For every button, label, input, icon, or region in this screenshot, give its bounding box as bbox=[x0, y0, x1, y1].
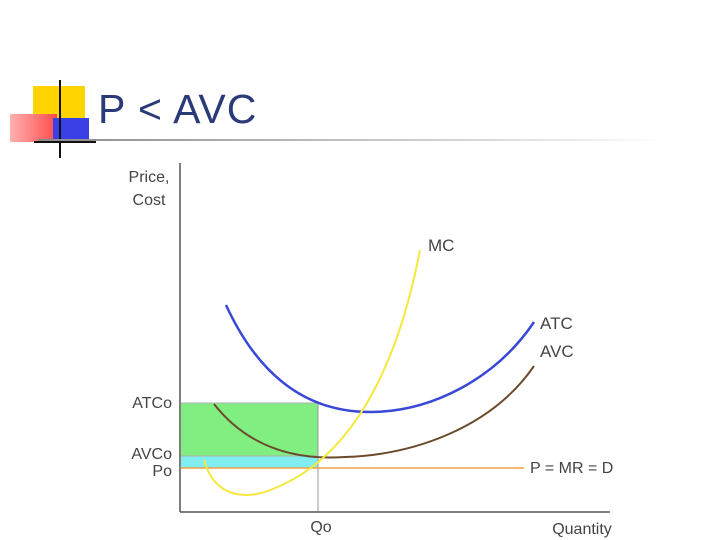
title-divider bbox=[38, 139, 668, 141]
atc-curve bbox=[224, 304, 536, 414]
mc-curve bbox=[203, 249, 421, 496]
y-tick-atco: ATCo bbox=[132, 395, 172, 412]
avc-label: AVC bbox=[540, 342, 574, 361]
demand-label: P = MR = D bbox=[530, 460, 613, 477]
deco-red-square bbox=[10, 114, 57, 142]
y-axis-label-line1: Price, bbox=[129, 169, 170, 186]
atc-label: ATC bbox=[540, 314, 573, 333]
x-axis-label: Quantity bbox=[552, 521, 612, 538]
variable-cost-loss-area bbox=[181, 456, 318, 468]
y-tick-po: Po bbox=[152, 463, 172, 480]
avc-curve bbox=[213, 365, 535, 459]
y-axis-label-line2: Cost bbox=[133, 192, 166, 209]
slide-title: P < AVC bbox=[98, 86, 258, 132]
fixed-cost-loss-area bbox=[181, 403, 318, 456]
deco-horizontal-line bbox=[34, 141, 96, 143]
x-tick-qo: Qo bbox=[310, 519, 331, 536]
mc-label: MC bbox=[428, 236, 454, 255]
y-tick-avco: AVCo bbox=[131, 446, 172, 463]
deco-vertical-line bbox=[59, 80, 61, 158]
